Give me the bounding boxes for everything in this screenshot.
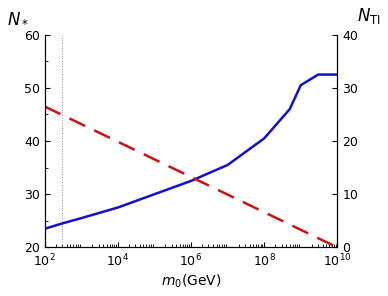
Text: $N_{\mathrm{TI}}$: $N_{\mathrm{TI}}$ [357,6,381,26]
Text: $N_*$: $N_*$ [7,8,29,26]
X-axis label: $m_0$(GeV): $m_0$(GeV) [161,273,221,290]
